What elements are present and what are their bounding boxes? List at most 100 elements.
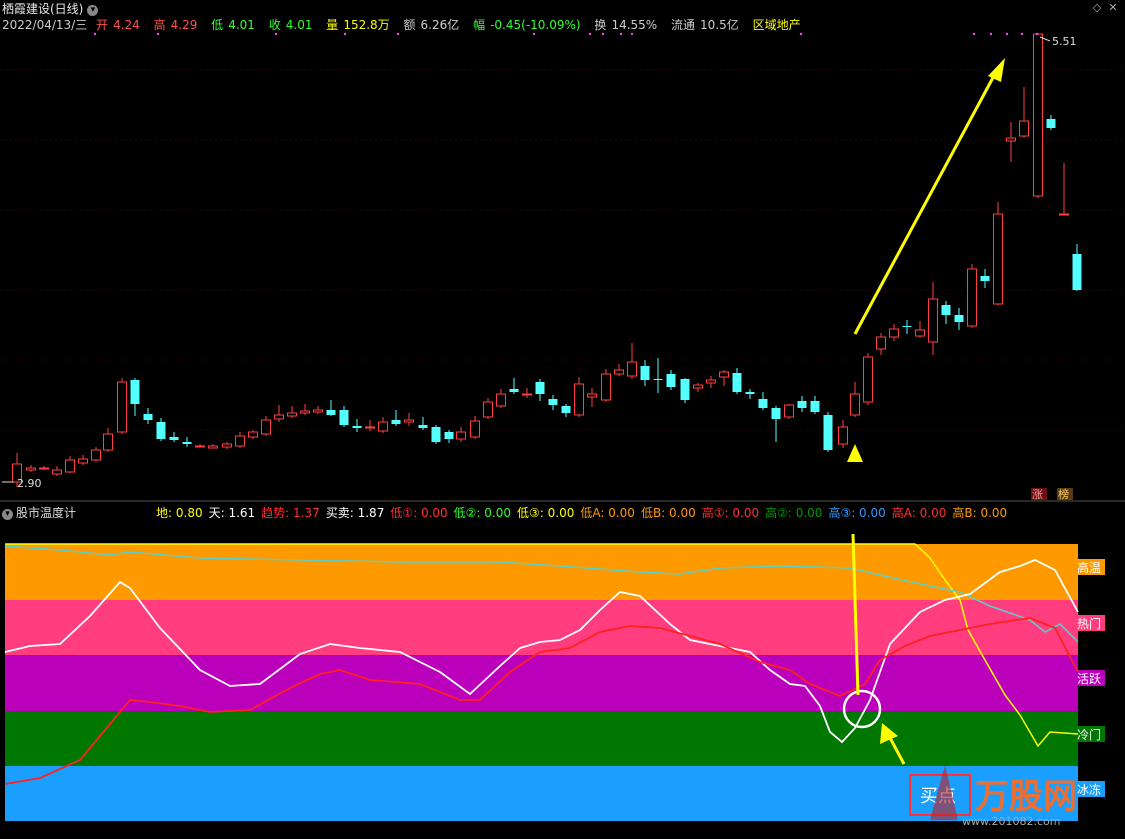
candle-body <box>784 404 794 418</box>
candle-body <box>587 393 597 398</box>
signal-dot <box>972 32 976 36</box>
chevron-down-icon[interactable]: ▾ <box>87 5 99 16</box>
candle-body <box>693 384 703 389</box>
candle-body <box>143 414 153 420</box>
zone-band <box>5 655 1078 711</box>
candle-body <box>915 329 925 337</box>
signal-dot <box>601 32 605 36</box>
candle-body <box>248 431 258 438</box>
close-icon[interactable]: ✕ <box>1108 1 1118 14</box>
zone-label: 热门 <box>1077 616 1101 631</box>
watermark-brand: 万股网 <box>975 777 1077 817</box>
thermometer-indicator[interactable]: 高温热门活跃冷门冰冻买点万股网www.201082.com <box>0 520 1125 839</box>
candle-body <box>758 399 768 408</box>
trend-arrow <box>853 71 998 335</box>
signal-dot <box>799 32 803 36</box>
chevron-down-icon[interactable]: ▾ <box>2 509 13 520</box>
indicator-name: 股市温度计 <box>16 506 77 520</box>
indicator-value: 天: 1.61 <box>208 506 256 520</box>
high-marker-line <box>1039 36 1051 42</box>
candle-body <box>1072 254 1082 290</box>
candle-body <box>391 420 401 424</box>
watermark-url: www.201082.com <box>962 815 1060 828</box>
arrow-head <box>988 58 1005 82</box>
signal-dot <box>989 32 993 36</box>
candle-body <box>26 467 36 471</box>
candle-body <box>91 449 101 461</box>
quote-bar: 2022/04/13/三 开 4.24 高 4.29 低 4.01 收 4.01 量 15… <box>2 16 806 32</box>
quote-close: 收 4.01 <box>268 18 313 32</box>
indicator-value: 高②: 0.00 <box>765 506 823 520</box>
candle-body <box>863 356 873 403</box>
candle-body <box>117 381 127 433</box>
candle-body <box>838 426 848 445</box>
candle-body <box>719 371 729 378</box>
quote-date: 2022/04/13/三 <box>2 18 88 32</box>
candlestick-chart[interactable]: 5.51 2.90 涨 榜 <box>0 32 1125 502</box>
candle-body <box>130 380 140 404</box>
candle-body <box>561 406 571 413</box>
candle-body <box>993 213 1003 305</box>
candle-body <box>1006 137 1016 142</box>
candle-body <box>902 326 912 327</box>
line-trade <box>4 559 1079 744</box>
candle-body <box>313 409 323 413</box>
candle-body <box>522 393 532 396</box>
high-price-marker: 5.51 <box>1052 35 1077 48</box>
candle-body <box>169 437 179 440</box>
zone-label: 冰冻 <box>1077 782 1101 797</box>
candle-body <box>627 361 637 377</box>
quote-volume: 量 152.8万 <box>326 18 390 32</box>
candle-body <box>941 305 951 315</box>
candle-body <box>1019 120 1029 137</box>
buy-arrow <box>887 735 906 765</box>
quote-sector[interactable]: 区域地产 <box>752 18 801 32</box>
candle-body <box>509 389 519 392</box>
indicator-value: 高B: 0.00 <box>952 506 1008 520</box>
candle-body <box>208 445 218 449</box>
signal-dot <box>396 32 400 36</box>
candle-body <box>601 373 611 401</box>
candle-body <box>261 419 271 435</box>
candle-body <box>680 379 690 400</box>
candle-body <box>640 366 650 380</box>
quote-high: 高 4.29 <box>153 18 198 32</box>
candle-body <box>470 420 480 438</box>
quote-change: 幅 -0.45(-10.09%) <box>473 18 581 32</box>
quote-turnover: 换 14.55% <box>594 18 658 32</box>
candle-body <box>404 419 414 423</box>
stock-title[interactable]: 栖霞建设(日线) ▾ <box>2 0 99 16</box>
signal-dot <box>1020 32 1024 36</box>
candle-body <box>39 467 49 470</box>
candle-body <box>771 408 781 419</box>
badge-bg <box>1031 488 1047 500</box>
zone-label: 活跃 <box>1077 672 1101 686</box>
indicator-value: 买卖: 1.87 <box>325 506 385 520</box>
candle-body <box>706 379 716 384</box>
quote-low: 低 4.01 <box>211 18 255 32</box>
candle-body <box>535 382 545 394</box>
signal-dot <box>588 32 592 36</box>
candle-body <box>52 469 62 475</box>
quote-amount: 额 6.26亿 <box>403 18 460 32</box>
candle-body <box>666 374 676 387</box>
candle-body <box>653 379 663 380</box>
zone-band <box>5 544 1078 600</box>
candle-body <box>103 433 113 451</box>
expand-icon[interactable]: ◇ <box>1092 1 1102 14</box>
indicator-value: 趋势: 1.37 <box>261 506 320 520</box>
zone-label-bg <box>1075 670 1105 686</box>
candle-body <box>431 427 441 442</box>
indicator-value: 低②: 0.00 <box>453 506 512 520</box>
candle-body <box>1059 213 1069 216</box>
arrow-head <box>880 723 898 744</box>
indicator-value: 高③: 0.00 <box>828 506 886 520</box>
candle-body <box>614 369 624 375</box>
indicator-value: 高A: 0.00 <box>891 506 947 520</box>
buy-arrow <box>851 533 860 696</box>
signal-dot <box>619 32 623 36</box>
watermark-logo <box>930 765 958 820</box>
candle-body <box>574 383 584 416</box>
candle-body <box>235 435 245 447</box>
indicator-value: 低A: 0.00 <box>580 506 635 520</box>
